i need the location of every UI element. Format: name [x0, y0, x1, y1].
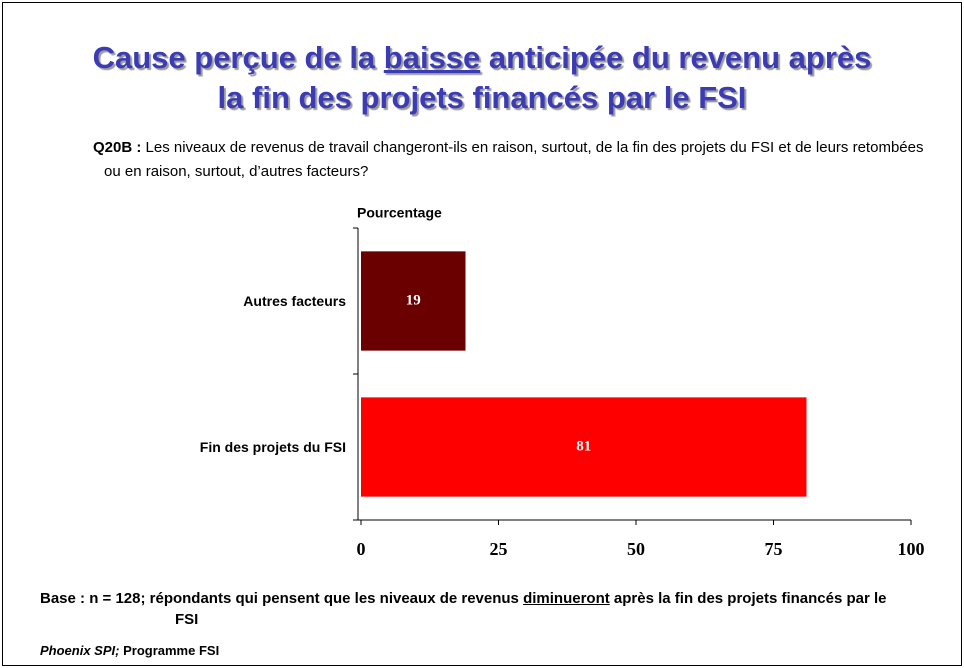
base-note: Base : n = 128; répondants qui pensent q…	[40, 588, 895, 630]
x-tick-label: 50	[627, 539, 645, 559]
x-tick-label: 100	[898, 539, 925, 559]
question-label: Q20B :	[93, 139, 142, 156]
axis-label: Pourcentage	[357, 205, 442, 221]
category-label: Fin des projets du FSI	[199, 439, 346, 455]
question-text: Les niveaux de revenus de travail change…	[104, 139, 924, 180]
source-italic: Phoenix SPI;	[40, 643, 120, 658]
source-text: Programme FSI	[123, 643, 220, 658]
x-tick-label: 75	[765, 539, 783, 559]
category-label-box: Fin des projets du FSI	[199, 439, 346, 455]
title-part: Cause perçue de la	[92, 40, 384, 75]
x-tick-label: 25	[490, 539, 508, 559]
title-part: anticipée du revenu après	[480, 40, 872, 75]
category-label: Autres facteurs	[243, 293, 346, 309]
base-part: Base : n = 128; répondants qui pensent q…	[40, 590, 524, 607]
title-underlined: baisse	[383, 40, 481, 75]
bar	[361, 251, 466, 351]
value-label: 81	[576, 438, 591, 454]
category-label-box: Autres facteurs	[243, 293, 346, 309]
source: Phoenix SPI; Programme FSI	[40, 643, 219, 658]
x-tick-label: 0	[357, 539, 366, 559]
chart-title: Cause perçue de la baisse anticipée du r…	[20, 38, 944, 118]
bar	[361, 397, 807, 497]
value-label: 19	[406, 292, 421, 308]
base-underlined: diminueront	[523, 590, 610, 607]
question: Q20B : Les niveaux de revenus de travail…	[93, 136, 924, 184]
title-part: la fin des projets financés par le FSI	[217, 80, 747, 115]
base-part: après la fin des projets financés par le…	[175, 590, 887, 628]
